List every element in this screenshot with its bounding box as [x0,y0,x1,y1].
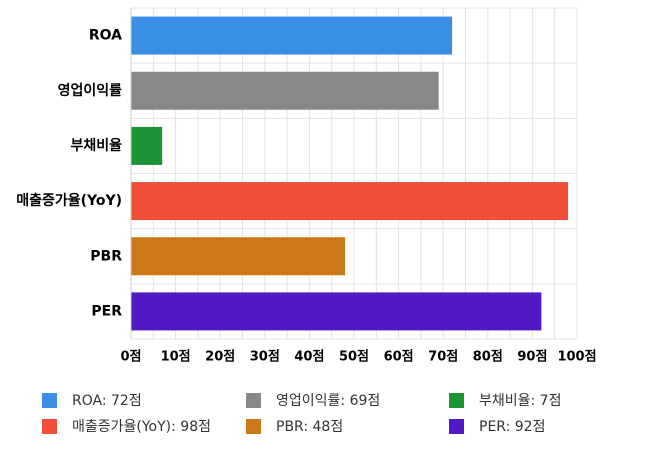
x-tick-label: 10점 [161,350,191,365]
category-label: PER [91,303,122,319]
category-label: 영업이익률 [58,82,123,99]
legend-swatch [449,419,464,434]
x-tick-label: 30점 [250,350,280,365]
x-tick-label: 20점 [205,350,235,365]
legend-label: 영업이익률: 69점 [276,393,380,409]
bar [131,292,542,331]
x-tick-label: 60점 [384,350,414,365]
bar [131,16,453,55]
bar [131,182,569,221]
x-tick-labels: 0점 10점 20점 30점 40점 50점 60점 70점 80점 90점 100점 [120,350,596,365]
legend-label: 부채비율: 7점 [479,393,561,409]
x-tick-label: 40점 [294,350,324,365]
legend-label: 매출증가율(YoY): 98점 [72,419,211,435]
x-tick-label: 90점 [517,350,547,365]
x-tick-label: 70점 [428,350,458,365]
legend-label: PER: 92점 [479,419,545,435]
x-tick-label: 0점 [120,350,141,365]
category-label: 부채비율 [70,137,122,154]
legend-label: ROA: 72점 [72,393,142,409]
x-tick-label: 50점 [339,350,369,365]
legend-swatch [246,393,261,408]
grid-lines [130,7,578,340]
category-label: PBR [90,248,122,264]
x-tick-label: 100점 [557,350,596,365]
legend-swatch [449,393,464,408]
bar [131,126,163,165]
legend-swatch [42,419,57,434]
legend-swatch [246,419,261,434]
bar [131,71,439,110]
category-label: ROA [89,28,122,44]
bars [131,16,569,331]
x-tick-label: 80점 [473,350,503,365]
legend-swatch [42,393,57,408]
category-label: 매출증가율(YoY) [16,192,122,209]
legend-label: PBR: 48점 [276,419,343,435]
bar [131,237,346,276]
